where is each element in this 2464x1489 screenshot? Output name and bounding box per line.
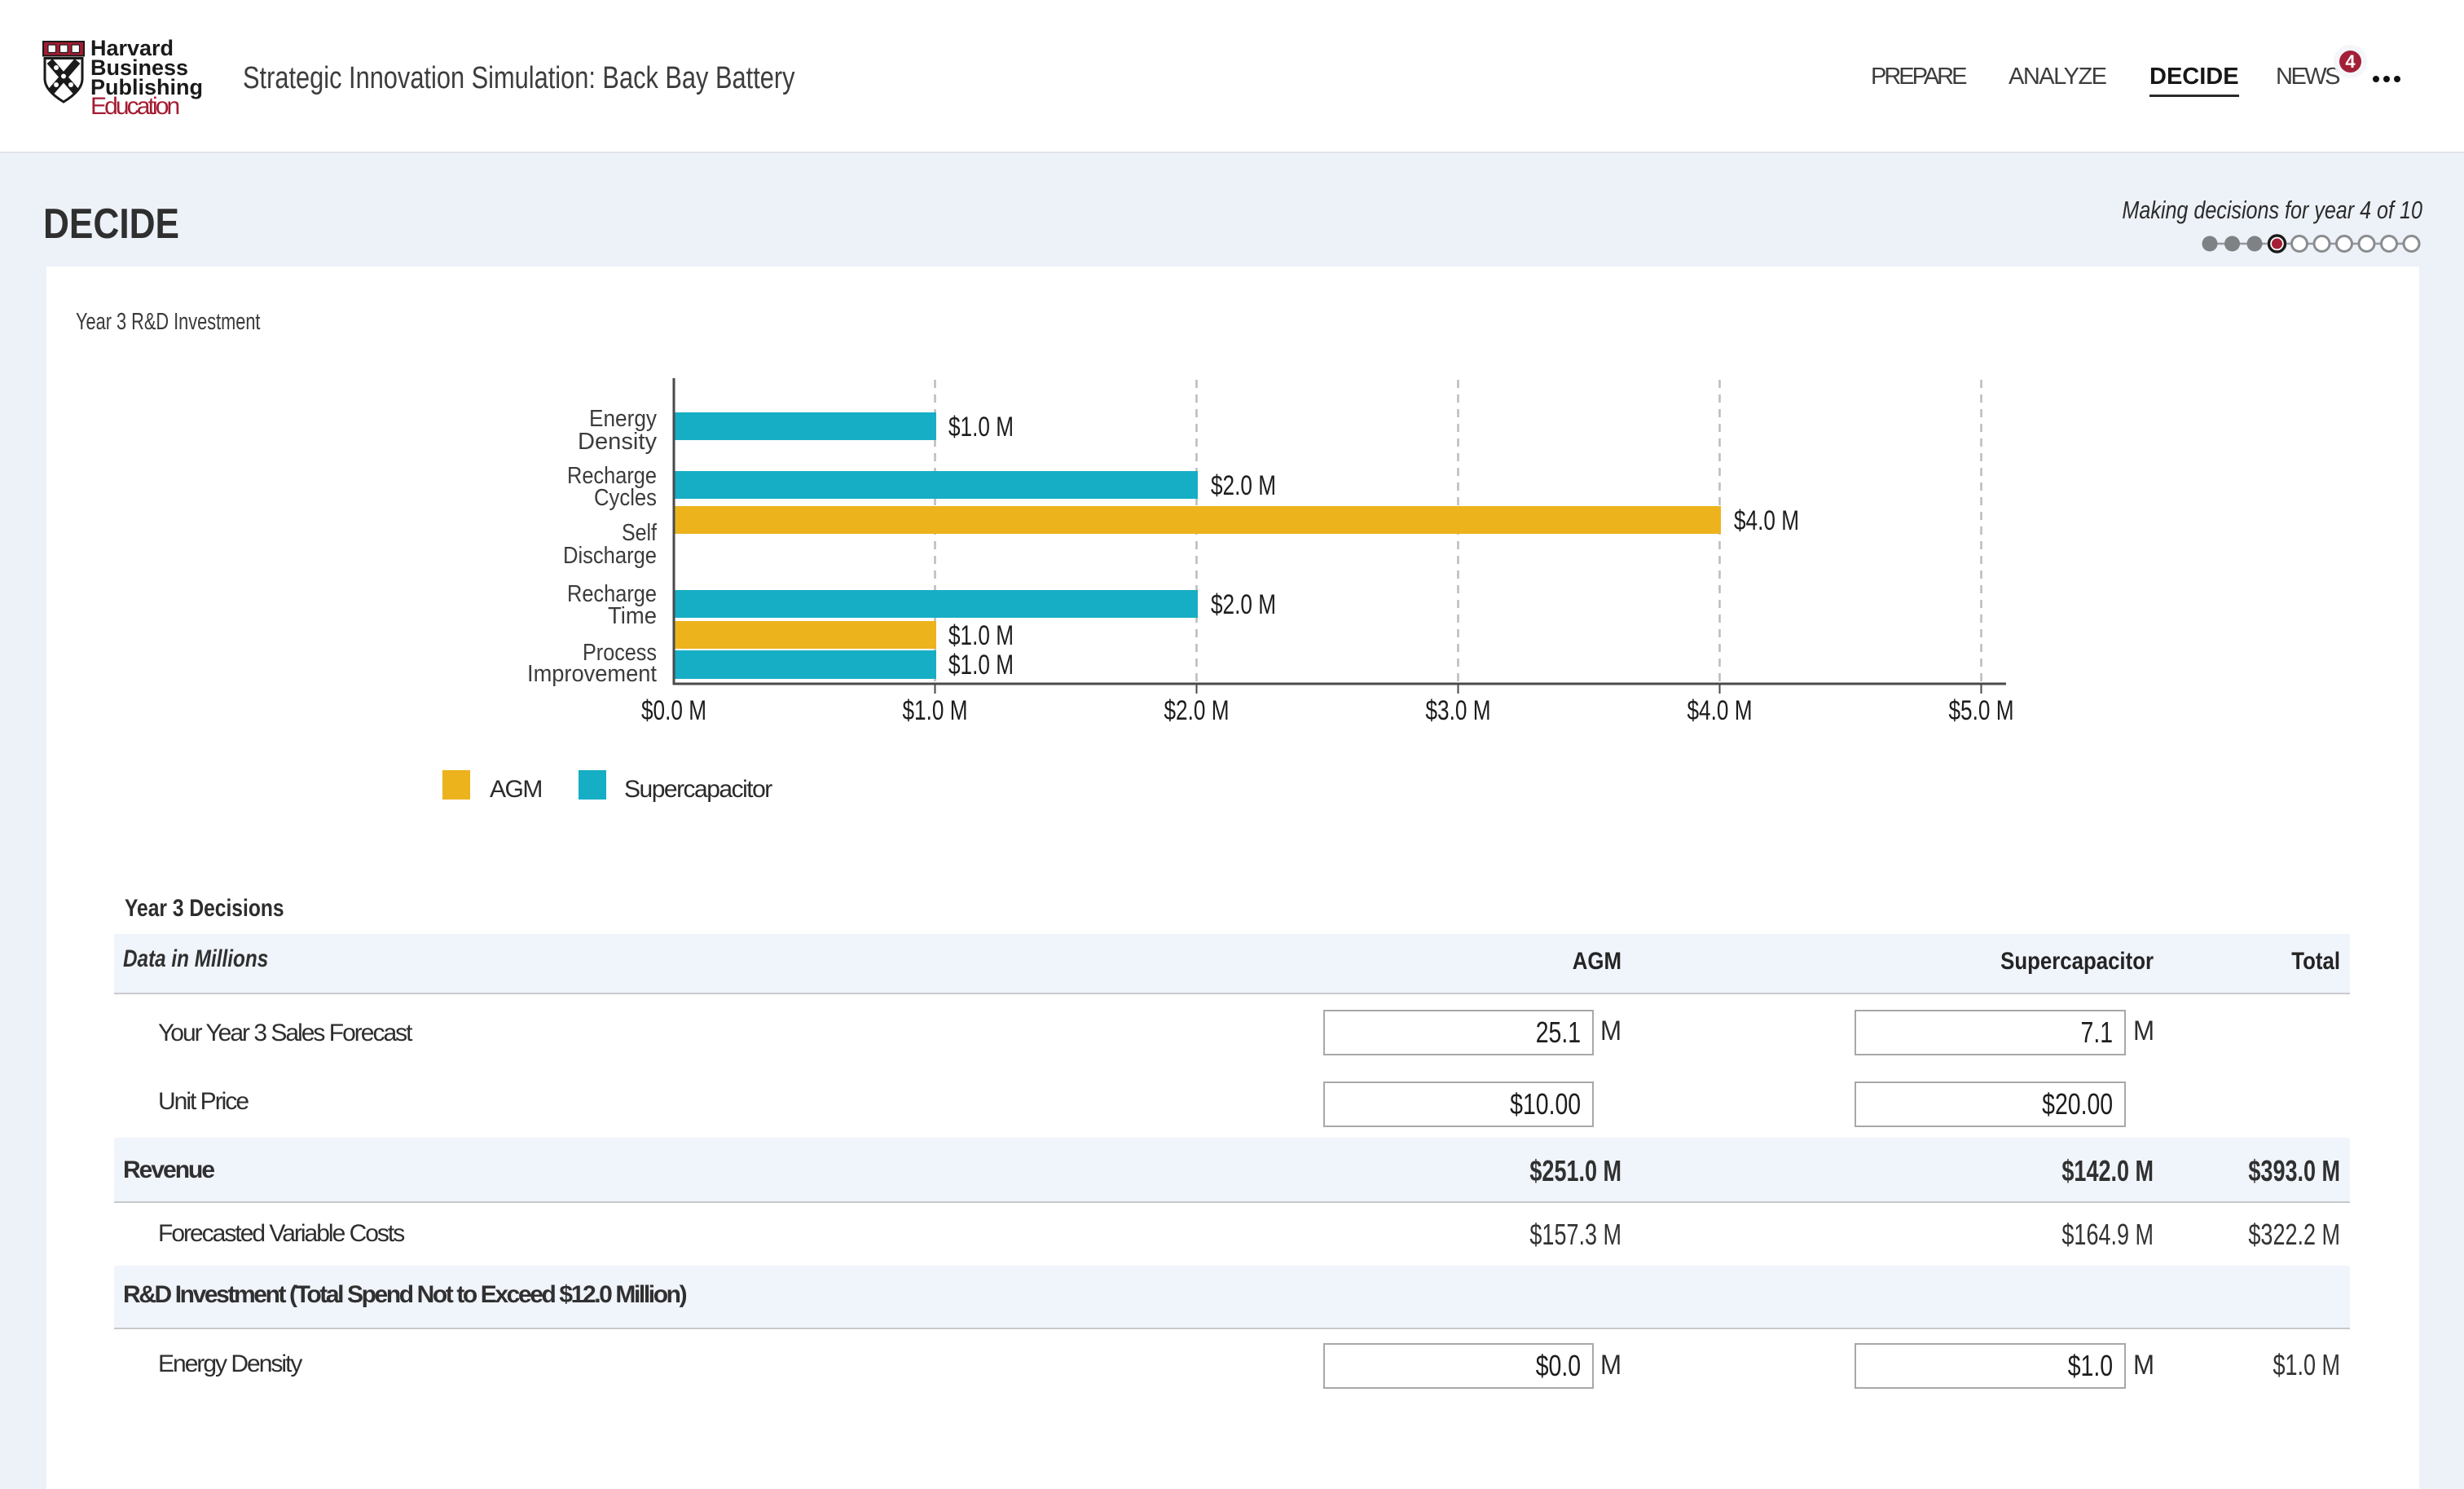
svg-text:$1.0 M: $1.0 M: [948, 620, 1014, 651]
svg-text:$4.0 M: $4.0 M: [1734, 505, 1799, 536]
svg-text:Recharge: Recharge: [567, 463, 657, 489]
svg-text:$2.0 M: $2.0 M: [1211, 470, 1276, 501]
svg-text:Time: Time: [608, 603, 657, 629]
svg-text:$5.0 M: $5.0 M: [1949, 695, 2014, 726]
svg-text:Energy: Energy: [589, 406, 657, 432]
svg-text:Improvement: Improvement: [527, 661, 657, 687]
svg-text:$0.0 M: $0.0 M: [641, 695, 706, 726]
svg-text:$2.0 M: $2.0 M: [1164, 695, 1230, 726]
svg-text:$1.0 M: $1.0 M: [948, 412, 1014, 443]
svg-text:$1.0 M: $1.0 M: [948, 650, 1014, 681]
svg-text:$1.0 M: $1.0 M: [903, 695, 968, 726]
svg-text:Discharge: Discharge: [563, 543, 657, 569]
svg-text:$3.0 M: $3.0 M: [1426, 695, 1491, 726]
svg-text:Recharge: Recharge: [567, 581, 657, 607]
svg-text:Density: Density: [578, 429, 657, 455]
svg-text:$4.0 M: $4.0 M: [1687, 695, 1753, 726]
svg-text:$2.0 M: $2.0 M: [1211, 589, 1276, 620]
svg-text:Self: Self: [622, 520, 658, 546]
svg-text:Cycles: Cycles: [594, 485, 657, 511]
svg-text:Process: Process: [583, 640, 657, 666]
